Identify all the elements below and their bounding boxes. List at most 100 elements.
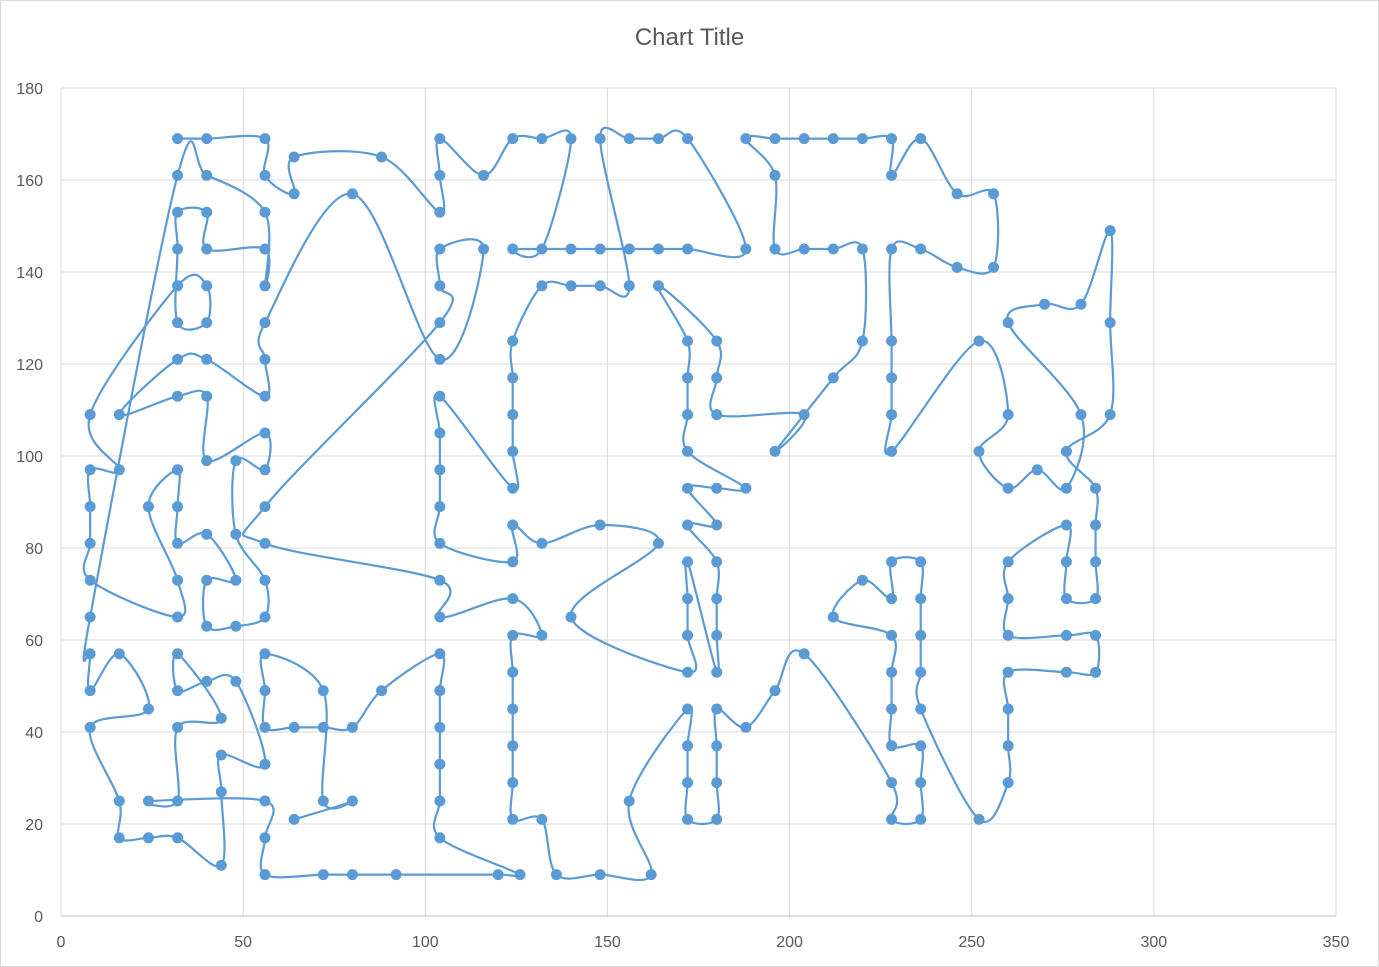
data-point (215, 859, 227, 871)
data-point (682, 666, 694, 678)
data-point (594, 869, 606, 881)
data-point (652, 133, 664, 145)
data-point (434, 280, 446, 292)
data-point (215, 786, 227, 798)
data-point (886, 813, 898, 825)
data-point (259, 611, 271, 623)
data-point (434, 390, 446, 402)
y-tick-label: 160 (16, 173, 43, 190)
data-point (172, 685, 184, 697)
data-point (259, 721, 271, 733)
data-point (886, 777, 898, 789)
x-tick-label: 350 (1323, 934, 1350, 951)
data-point (376, 685, 388, 697)
data-point (346, 795, 358, 807)
series-line (82, 126, 1115, 882)
data-point (259, 317, 271, 329)
data-point (1060, 629, 1072, 641)
series-markers (84, 133, 1116, 881)
data-point (113, 409, 125, 421)
data-point (1060, 593, 1072, 605)
data-point (856, 133, 868, 145)
data-point (827, 133, 839, 145)
data-point (507, 409, 519, 421)
data-point (988, 188, 1000, 200)
data-point (1060, 556, 1072, 568)
data-point (113, 648, 125, 660)
data-point (201, 280, 213, 292)
data-point (288, 188, 300, 200)
data-point (915, 666, 927, 678)
data-point (317, 869, 329, 881)
data-point (536, 133, 548, 145)
data-point (1002, 482, 1014, 494)
data-point (434, 427, 446, 439)
data-point (565, 611, 577, 623)
axes: 0 50 100 150 200 250 300 350 0 20 40 60 80 100 120 140 1… (16, 81, 1349, 951)
data-point (288, 813, 300, 825)
data-point (886, 703, 898, 715)
data-point (201, 675, 213, 687)
data-point (1090, 629, 1102, 641)
data-point (434, 721, 446, 733)
data-point (434, 611, 446, 623)
data-point (856, 243, 868, 255)
data-point (711, 740, 723, 752)
data-point (434, 795, 446, 807)
data-point (915, 629, 927, 641)
data-point (1060, 445, 1072, 457)
data-point (711, 519, 723, 531)
data-point (682, 556, 694, 568)
data-point (317, 685, 329, 697)
data-point (201, 574, 213, 586)
data-point (84, 685, 96, 697)
data-point (798, 648, 810, 660)
data-point (915, 133, 927, 145)
y-tick-label: 140 (16, 265, 43, 282)
data-point (769, 243, 781, 255)
data-point (886, 133, 898, 145)
data-point (434, 832, 446, 844)
data-point (1090, 666, 1102, 678)
data-point (682, 519, 694, 531)
data-point (434, 243, 446, 255)
data-point (652, 243, 664, 255)
data-point (1002, 409, 1014, 421)
data-point (682, 372, 694, 384)
y-tick-label: 120 (16, 357, 43, 374)
data-point (711, 666, 723, 678)
data-point (682, 703, 694, 715)
data-point (856, 335, 868, 347)
y-tick-label: 60 (25, 633, 43, 650)
data-point (507, 556, 519, 568)
data-point (682, 813, 694, 825)
data-point (172, 133, 184, 145)
data-point (1031, 464, 1043, 476)
data-point (1104, 317, 1116, 329)
data-point (769, 169, 781, 181)
data-point (259, 501, 271, 513)
data-point (507, 133, 519, 145)
data-point (711, 777, 723, 789)
data-point (682, 740, 694, 752)
data-point (172, 464, 184, 476)
data-point (682, 482, 694, 494)
data-point (988, 261, 1000, 273)
data-point (201, 206, 213, 218)
data-point (434, 685, 446, 697)
data-point (536, 243, 548, 255)
data-point (1075, 409, 1087, 421)
data-point (514, 869, 526, 881)
data-point (142, 832, 154, 844)
data-point (886, 169, 898, 181)
data-point (259, 243, 271, 255)
x-tick-label: 300 (1141, 934, 1168, 951)
data-point (1002, 740, 1014, 752)
data-point (536, 629, 548, 641)
data-point (886, 593, 898, 605)
data-point (740, 721, 752, 733)
data-point (172, 795, 184, 807)
data-point (201, 243, 213, 255)
data-point (507, 243, 519, 255)
data-point (915, 740, 927, 752)
